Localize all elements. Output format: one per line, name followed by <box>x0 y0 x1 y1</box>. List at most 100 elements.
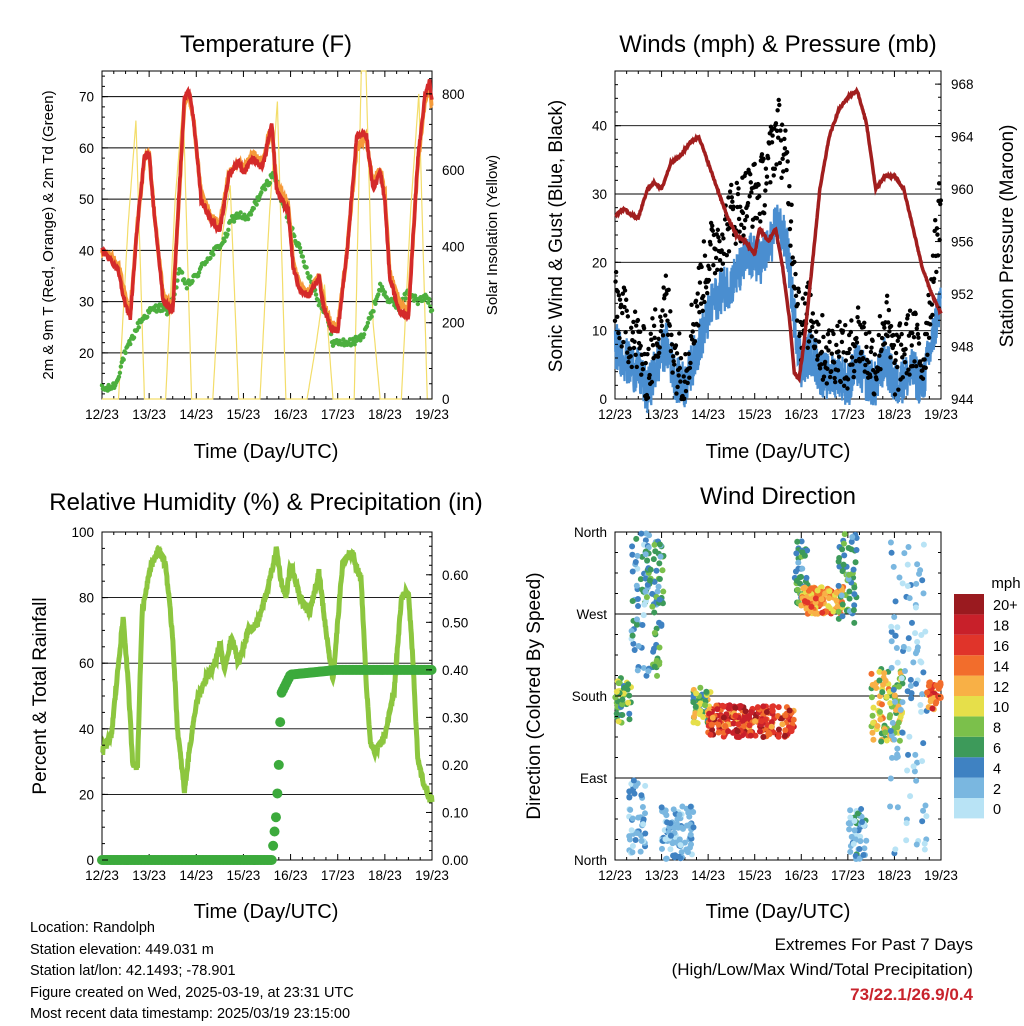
gust-point <box>748 172 753 177</box>
gust-point <box>625 314 631 319</box>
gust-point <box>690 329 695 334</box>
gust-point <box>877 353 882 358</box>
direction-point <box>881 670 888 677</box>
direction-point <box>657 553 664 560</box>
direction-point <box>851 827 858 834</box>
direction-point <box>876 677 883 684</box>
direction-point <box>628 627 635 634</box>
gust-point <box>768 124 774 129</box>
dewpoint-point <box>195 273 201 279</box>
gust-point <box>887 329 892 334</box>
gust-point <box>637 329 643 335</box>
gust-point <box>631 345 637 351</box>
gust-point <box>836 349 841 354</box>
direction-point <box>912 751 919 758</box>
gust-point <box>713 247 718 252</box>
gust-point <box>915 331 921 337</box>
direction-point <box>919 691 926 698</box>
dewpoint-point <box>226 227 231 233</box>
gust-point <box>832 375 837 381</box>
gust-point <box>726 249 732 254</box>
gust-point <box>892 392 898 397</box>
direction-point <box>775 726 782 733</box>
gust-point <box>717 238 722 244</box>
direction-point <box>786 707 793 714</box>
direction-point <box>839 546 846 553</box>
direction-point <box>638 530 645 537</box>
direction-point <box>629 543 636 550</box>
gust-point <box>930 312 935 318</box>
colorbar-swatch <box>954 655 984 676</box>
y2-tick-label: 0.10 <box>442 805 468 820</box>
direction-point <box>653 567 660 574</box>
precip-point <box>269 826 280 837</box>
gust-point <box>734 180 740 186</box>
gust-point <box>620 310 625 316</box>
gust-point <box>843 358 849 363</box>
gust-point <box>800 322 805 328</box>
gust-point <box>779 175 784 181</box>
gust-point <box>936 181 942 186</box>
colorbar-label: 12 <box>993 680 1009 696</box>
gust-point <box>782 136 787 142</box>
direction-point <box>900 643 907 650</box>
dewpoint-point <box>426 300 431 305</box>
direction-point <box>840 540 847 547</box>
direction-point <box>658 804 665 811</box>
gust-point <box>813 338 818 343</box>
gust-point <box>778 128 783 133</box>
x-tick-label: 17/23 <box>831 868 865 883</box>
gust-point <box>749 190 754 195</box>
gust-point <box>811 320 816 325</box>
direction-point <box>629 815 636 822</box>
direction-point <box>901 668 908 675</box>
gust-point <box>770 133 775 138</box>
gust-point <box>778 138 784 143</box>
direction-point <box>904 561 911 568</box>
direction-point <box>906 595 913 602</box>
station-info: Location: Randolph Station elevation: 44… <box>30 918 354 1026</box>
gust-point <box>707 266 712 272</box>
gust-point <box>631 319 636 325</box>
direction-point <box>644 557 651 564</box>
direction-point <box>768 723 775 730</box>
x-tick-label: 13/23 <box>645 868 679 883</box>
direction-point <box>892 698 899 705</box>
direction-point <box>878 738 885 745</box>
direction-point <box>920 740 927 747</box>
direction-point <box>927 696 934 703</box>
y2-tick-label: 600 <box>442 163 465 178</box>
direction-point <box>887 728 894 735</box>
x-tick-label: 13/23 <box>645 407 679 422</box>
pressure-line <box>614 86 943 384</box>
direction-point <box>613 688 620 695</box>
gust-point <box>622 288 628 293</box>
dewpoint-point <box>364 324 370 329</box>
extremes-heading: Extremes For Past 7 Days <box>774 935 973 954</box>
solar-line <box>102 70 432 400</box>
direction-point <box>891 614 898 621</box>
gust-point <box>701 239 707 244</box>
gust-point <box>645 351 650 357</box>
y2-tick-label: 0 <box>442 392 450 407</box>
gust-point <box>696 323 701 328</box>
direction-point <box>674 816 681 823</box>
gust-point <box>678 356 684 361</box>
gust-point <box>703 285 709 290</box>
direction-point <box>779 721 786 728</box>
colorbar-swatch <box>954 696 984 717</box>
gust-point <box>695 291 700 296</box>
gust-point <box>867 330 872 335</box>
dewpoint-point <box>254 202 259 207</box>
colorbar-swatch <box>954 634 984 656</box>
direction-point <box>715 729 722 736</box>
gust-point <box>658 329 664 334</box>
direction-point <box>857 833 864 840</box>
y-tick-label: East <box>580 771 607 786</box>
direction-point <box>889 754 896 761</box>
direction-point <box>793 550 800 557</box>
gust-point <box>877 313 883 319</box>
precip-point <box>270 812 281 823</box>
direction-point <box>795 559 802 566</box>
direction-point <box>899 729 906 736</box>
